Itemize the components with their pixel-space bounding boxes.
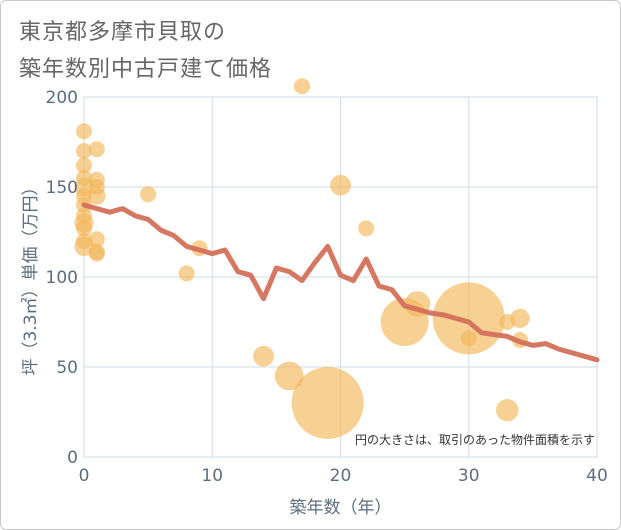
data-bubble bbox=[74, 236, 94, 256]
data-bubble bbox=[460, 330, 477, 347]
data-bubble bbox=[330, 174, 351, 196]
data-bubble bbox=[88, 231, 105, 248]
y-axis-label: 坪（3.3㎡）単価（万円） bbox=[21, 178, 41, 375]
x-axis-label: 築年数（年） bbox=[290, 498, 392, 518]
data-bubble bbox=[294, 78, 311, 95]
y-tick-label: 150 bbox=[46, 178, 78, 198]
trend-line bbox=[81, 202, 600, 363]
data-bubble bbox=[178, 265, 195, 282]
data-bubble bbox=[358, 220, 375, 237]
data-bubble bbox=[432, 282, 505, 355]
y-tick-label: 200 bbox=[46, 88, 78, 108]
y-tick-label: 100 bbox=[46, 268, 78, 288]
data-bubble bbox=[76, 220, 92, 237]
data-bubble bbox=[496, 399, 519, 422]
bubble-size-note: 円の大きさは、取引のあった物件面積を示す bbox=[355, 432, 595, 447]
data-bubble bbox=[88, 141, 105, 158]
data-bubble bbox=[88, 245, 105, 262]
title-line-2: 築年数別中古戸建て価格 bbox=[19, 57, 273, 82]
data-bubble bbox=[88, 187, 106, 205]
data-bubble bbox=[140, 186, 157, 203]
x-tick-label: 40 bbox=[586, 466, 608, 486]
x-tick-label: 10 bbox=[201, 466, 223, 486]
data-bubble bbox=[291, 367, 364, 439]
bubble-layer bbox=[74, 78, 530, 439]
data-bubble bbox=[274, 361, 304, 391]
x-tick-label: 20 bbox=[330, 466, 352, 486]
data-bubble bbox=[76, 123, 92, 140]
data-bubble bbox=[76, 157, 92, 174]
y-tick-label: 0 bbox=[67, 448, 78, 468]
y-tick-label: 50 bbox=[56, 358, 78, 378]
x-tick-label: 30 bbox=[458, 466, 480, 486]
chart-title: 東京都多摩市貝取の 築年数別中古戸建て価格 bbox=[19, 14, 272, 88]
data-bubble bbox=[76, 143, 92, 159]
tick-labels: 0 10 20 30 40 0 50 100 150 200 bbox=[46, 88, 608, 486]
title-line-1: 東京都多摩市貝取の bbox=[19, 20, 227, 45]
trend-line-layer bbox=[81, 202, 600, 363]
data-bubble bbox=[510, 308, 530, 328]
data-bubble bbox=[253, 345, 274, 367]
x-tick-label: 0 bbox=[79, 466, 90, 486]
